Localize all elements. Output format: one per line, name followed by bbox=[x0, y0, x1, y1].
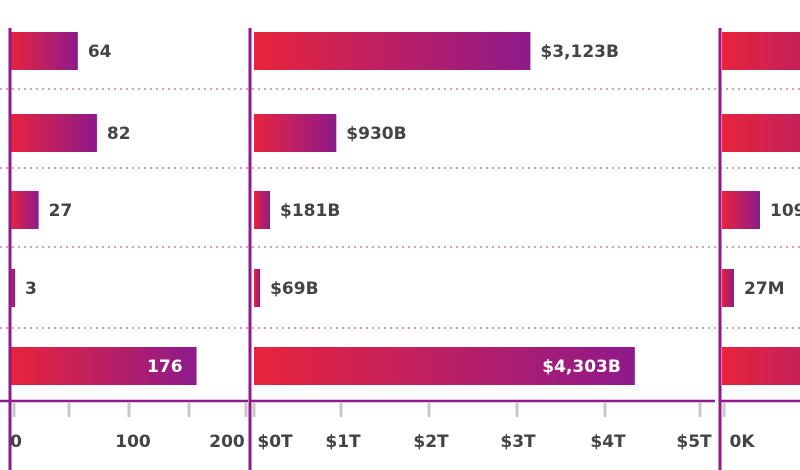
data-label-panel2-row4: $69B bbox=[270, 279, 318, 299]
bar-panel1-row3 bbox=[10, 191, 39, 229]
x-tick-label-panel1-2: 200 bbox=[209, 432, 245, 452]
data-label-panel3-row4: 27M bbox=[744, 279, 785, 299]
data-label-panel1-row2: 82 bbox=[107, 124, 131, 144]
panel-1: 64 82 27 3 176 0 100 200 bbox=[0, 28, 248, 470]
data-label-panel1-row4: 3 bbox=[25, 279, 37, 299]
panel-2: $3,123B $930B $181B $69B $4,303B $0T $1T $2T $3T… bbox=[248, 28, 715, 470]
x-tick-label-panel2-5: $5T bbox=[676, 432, 712, 452]
bar-panel2-row4 bbox=[254, 269, 261, 307]
data-label-panel1-row3: 27 bbox=[49, 201, 73, 221]
bar-panel2-row1 bbox=[254, 32, 531, 70]
x-tick-label-panel1-0: 0 bbox=[10, 432, 22, 452]
x-tick-label-panel2-2: $2T bbox=[413, 432, 449, 452]
x-tick-label-panel3-0: 0K bbox=[729, 432, 755, 452]
x-tick-label-panel2-1: $1T bbox=[325, 432, 361, 452]
data-label-panel2-row5: $4,303B bbox=[542, 357, 621, 377]
x-tick-label-panel1-1: 100 bbox=[115, 432, 151, 452]
bar-panel3-row2 bbox=[722, 114, 800, 152]
bar-panel3-row4 bbox=[722, 269, 734, 307]
bar-panel2-row5 bbox=[254, 347, 635, 385]
x-tick-label-panel2-3: $3T bbox=[500, 432, 536, 452]
bar-panel2-row2 bbox=[254, 114, 337, 152]
bar-panel2-row3 bbox=[254, 191, 271, 229]
x-tick-label-panel2-0: $0T bbox=[257, 432, 293, 452]
bar-panel1-row4 bbox=[10, 269, 15, 307]
data-label-panel2-row3: $181B bbox=[280, 201, 340, 221]
bar-panel3-row3 bbox=[722, 191, 760, 229]
bar-panel1-row2 bbox=[10, 114, 97, 152]
x-tick-label-panel2-4: $4T bbox=[590, 432, 626, 452]
bar-panel3-row1 bbox=[722, 32, 800, 70]
data-label-panel2-row1: $3,123B bbox=[540, 42, 619, 62]
data-label-panel1-row5: 176 bbox=[147, 357, 183, 377]
data-label-panel1-row1: 64 bbox=[88, 42, 112, 62]
data-label-panel2-row2: $930B bbox=[346, 124, 406, 144]
bar-panel1-row5 bbox=[10, 347, 197, 385]
panel-3: 109 27M 0K bbox=[718, 28, 800, 470]
bar-panel1-row1 bbox=[10, 32, 78, 70]
bar-panel3-row5 bbox=[722, 347, 800, 385]
data-label-panel3-row3: 109 bbox=[770, 201, 800, 221]
